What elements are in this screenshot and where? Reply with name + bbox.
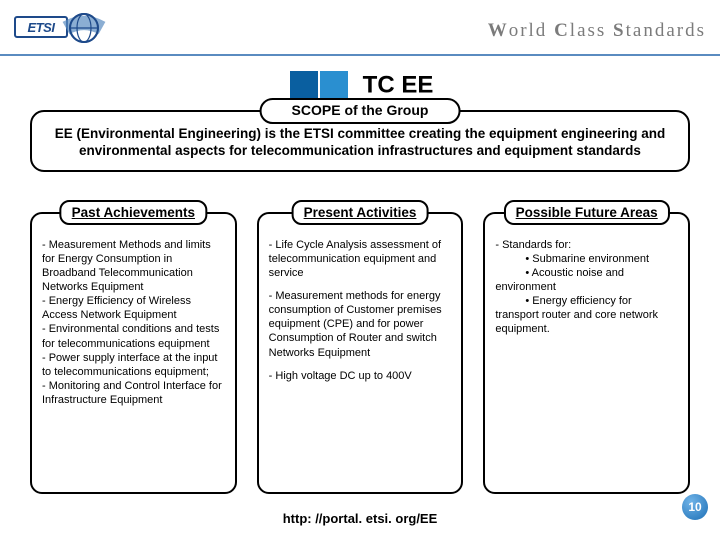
etsi-logo: ETSI — [14, 14, 144, 44]
past-item: - Monitoring and Control Interface for I… — [42, 380, 222, 406]
future-bullet: • Acoustic noise and — [495, 267, 624, 279]
future-bullet: • Energy efficiency for — [495, 295, 631, 307]
column-future: Possible Future Areas - Standards for: •… — [483, 212, 690, 494]
present-item: - Measurement methods for energy consump… — [269, 289, 452, 359]
etsi-logo-globe-icon — [62, 12, 106, 44]
page-number: 10 — [688, 500, 701, 514]
column-present-title-pill: Present Activities — [292, 200, 429, 225]
future-bullet-cont: environment — [495, 281, 556, 293]
slide-header: ETSI World Class Standards — [0, 0, 720, 58]
past-item: - Measurement Methods and limits for Ene… — [42, 239, 211, 293]
slide-title: TC EE — [363, 71, 434, 98]
column-past-title: Past Achievements — [72, 205, 195, 220]
future-lead: - Standards for: — [495, 239, 571, 251]
past-item: - Energy Efficiency of Wireless Access N… — [42, 295, 191, 321]
three-columns: Past Achievements - Measurement Methods … — [30, 212, 690, 494]
scope-heading: SCOPE of the Group — [292, 102, 429, 118]
column-past-title-pill: Past Achievements — [60, 200, 207, 225]
etsi-logo-text: ETSI — [28, 20, 55, 35]
future-bullet: • Submarine environment — [495, 253, 649, 265]
column-present: Present Activities - Life Cycle Analysis… — [257, 212, 464, 494]
page-number-badge: 10 — [682, 494, 708, 520]
etsi-logo-box: ETSI — [14, 16, 68, 38]
scope-heading-pill: SCOPE of the Group — [260, 98, 461, 124]
world-class-standards-tagline: World Class Standards — [488, 20, 706, 42]
past-item: - Power supply interface at the input to… — [42, 352, 217, 378]
footer-link: http: //portal. etsi. org/EE — [0, 511, 720, 526]
header-divider — [0, 54, 720, 56]
column-present-title: Present Activities — [304, 205, 417, 220]
present-item: - Life Cycle Analysis assessment of tele… — [269, 238, 452, 280]
scope-body: EE (Environmental Engineering) is the ET… — [52, 126, 668, 160]
scope-box: SCOPE of the Group EE (Environmental Eng… — [30, 110, 690, 172]
past-item: - Environmental conditions and tests for… — [42, 323, 219, 349]
column-future-title: Possible Future Areas — [516, 205, 658, 220]
column-future-title-pill: Possible Future Areas — [504, 200, 670, 225]
future-bullet-cont: transport router and core network equipm… — [495, 309, 658, 335]
present-item: - High voltage DC up to 400V — [269, 369, 452, 383]
column-past: Past Achievements - Measurement Methods … — [30, 212, 237, 494]
